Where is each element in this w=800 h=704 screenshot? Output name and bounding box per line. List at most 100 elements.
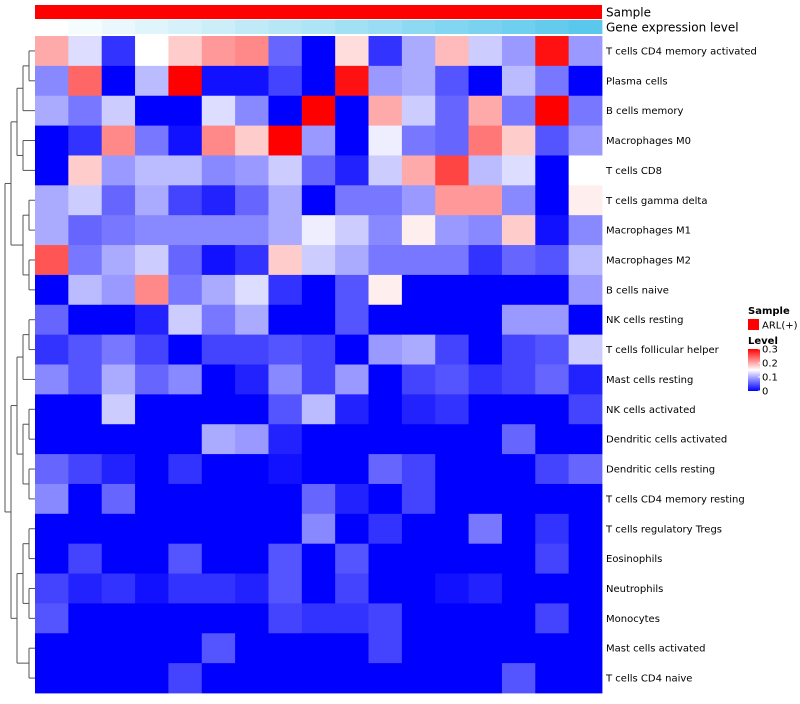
heatmap-cell	[368, 245, 403, 276]
heatmap-cell	[401, 633, 436, 664]
heatmap-cell	[568, 95, 603, 126]
heatmap-cell	[35, 513, 69, 545]
heatmap-cell	[268, 155, 303, 186]
heatmap-cell	[235, 304, 269, 336]
heatmap-cell	[235, 513, 269, 545]
row-label: T cells CD8	[605, 166, 662, 177]
heatmap-cell	[168, 65, 203, 97]
heatmap-cell	[235, 274, 269, 306]
heatmap-cell	[168, 125, 203, 156]
heatmap-cell	[401, 513, 436, 545]
heatmap-cell	[268, 274, 303, 306]
row-label: Plasma cells	[606, 76, 668, 87]
heatmap-cell	[68, 364, 103, 395]
heatmap-cell	[468, 663, 503, 694]
heatmap-cell	[535, 95, 570, 126]
expression-track-label: Gene expression level	[606, 21, 739, 35]
heatmap-cell	[201, 155, 236, 186]
heatmap-cell	[401, 483, 436, 515]
heatmap-cell	[201, 603, 236, 634]
heatmap-cell	[401, 185, 436, 216]
heatmap-cell	[35, 483, 69, 515]
heatmap-cell	[301, 513, 336, 545]
row-labels: T cells CD4 memory activated Plasma cells…	[605, 46, 757, 684]
heatmap-cell	[535, 424, 570, 455]
heatmap-cell	[468, 364, 503, 395]
heatmap-cell	[168, 185, 203, 216]
heatmap-cell	[235, 454, 269, 485]
heatmap-cell	[368, 215, 403, 246]
heatmap-cell	[168, 304, 203, 336]
heatmap-cell	[68, 663, 103, 694]
heatmap-cell	[468, 394, 503, 425]
heatmap-cell	[201, 36, 236, 67]
heatmap-cell	[135, 215, 169, 246]
heatmap-cell	[235, 215, 269, 246]
heatmap-cell	[201, 185, 236, 216]
heatmap-cell	[301, 215, 336, 246]
heatmap-cell	[68, 304, 103, 336]
heatmap-cell	[435, 95, 469, 126]
heatmap-cell	[435, 36, 469, 67]
legend-tick-label: 0.1	[762, 373, 778, 384]
heatmap-cell	[168, 364, 203, 395]
heatmap-cell	[135, 364, 169, 395]
heatmap-cell	[35, 155, 69, 186]
heatmap-cell	[468, 95, 503, 126]
heatmap-cell	[501, 274, 536, 306]
heatmap-cell	[468, 483, 503, 515]
row-label: Dendritic cells resting	[606, 465, 715, 476]
heatmap-cell	[135, 185, 169, 216]
heatmap-cell	[401, 424, 436, 455]
heatmap-cell	[135, 245, 169, 276]
heatmap-cell	[168, 36, 203, 67]
heatmap-cell	[535, 65, 570, 97]
heatmap-cell	[368, 125, 403, 156]
heatmap-cell	[535, 603, 570, 634]
heatmap-cell	[368, 36, 403, 67]
heatmap-cell	[401, 334, 436, 365]
heatmap-cell	[268, 603, 303, 634]
heatmap-cell	[301, 36, 336, 67]
heatmap-cell	[501, 454, 536, 485]
heatmap-cell	[501, 125, 536, 156]
heatmap-cell	[68, 334, 103, 365]
legend-colorbar	[748, 349, 760, 391]
heatmap-cell	[35, 573, 69, 604]
heatmap-cell	[535, 274, 570, 306]
heatmap-cell	[135, 543, 169, 574]
row-label: Eosinophils	[606, 554, 662, 565]
heatmap-cell	[401, 245, 436, 276]
heatmap-cell	[235, 573, 269, 604]
heatmap-cell	[368, 65, 403, 97]
heatmap-cell	[335, 245, 369, 276]
heatmap-cell	[268, 95, 303, 126]
heatmap-cell	[168, 245, 203, 276]
heatmap-cell	[435, 543, 469, 574]
heatmap-cell	[568, 36, 603, 67]
heatmap-cell	[568, 215, 603, 246]
heatmap-cell	[268, 483, 303, 515]
heatmap-cell	[101, 543, 136, 574]
heatmap-cell	[468, 65, 503, 97]
heatmap-cell	[335, 633, 369, 664]
heatmap-cell	[535, 215, 570, 246]
row-label: T cells CD4 naive	[605, 674, 692, 685]
heatmap-cell	[168, 573, 203, 604]
heatmap-cell	[301, 245, 336, 276]
heatmap-cell	[368, 95, 403, 126]
heatmap-cell	[435, 603, 469, 634]
heatmap-cell	[135, 125, 169, 156]
row-label: Macrophages M1	[606, 226, 691, 237]
heatmap-cell	[235, 36, 269, 67]
heatmap-cell	[135, 155, 169, 186]
heatmap-cell	[435, 125, 469, 156]
heatmap-cell	[568, 364, 603, 395]
heatmap-cell	[468, 215, 503, 246]
heatmap-cell	[335, 95, 369, 126]
heatmap-cell	[335, 543, 369, 574]
expression-track-cell	[568, 20, 603, 34]
heatmap-cell	[335, 125, 369, 156]
heatmap-cell	[501, 155, 536, 186]
